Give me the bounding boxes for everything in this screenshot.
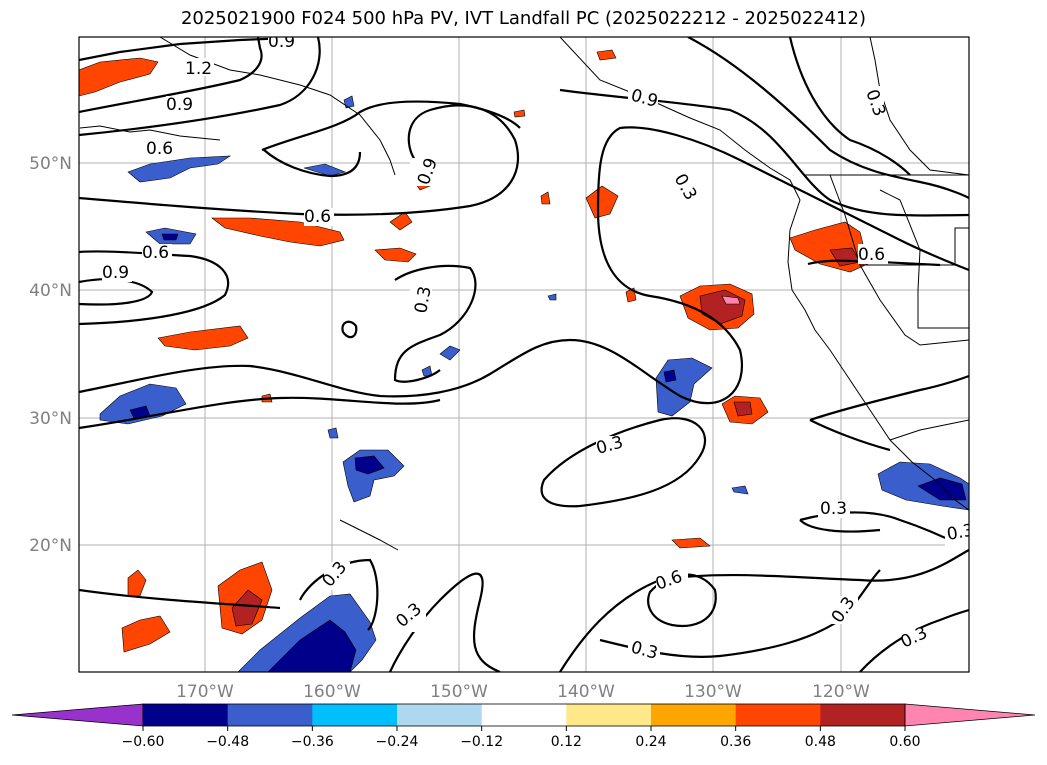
- contour-label: 0.3: [945, 521, 975, 546]
- positive-anomaly-shading: [79, 49, 873, 653]
- svg-text:0.6: 0.6: [142, 243, 169, 263]
- lon-label: 130°W: [684, 682, 742, 702]
- lat-label: 40°N: [29, 281, 72, 301]
- colorbar-tick-label: −0.48: [206, 734, 249, 750]
- svg-text:0.6: 0.6: [858, 245, 885, 265]
- colorbar-tick-label: −0.60: [122, 734, 165, 750]
- lat-label: 30°N: [29, 409, 72, 429]
- colorbar-segment: [481, 704, 567, 726]
- contour-label: 0.9: [102, 263, 132, 283]
- colorbar-segment: [651, 704, 737, 726]
- lat-label: 50°N: [29, 154, 72, 174]
- lat-label: 20°N: [29, 536, 72, 556]
- contour-label: 0.3: [818, 499, 850, 519]
- latitude-labels: 50°N 40°N 30°N 20°N: [29, 154, 72, 556]
- contour-label: 0.6: [304, 207, 334, 227]
- contour-label: 0.9: [268, 32, 298, 52]
- contour-label: 0.3: [828, 593, 860, 627]
- svg-text:0.3: 0.3: [411, 285, 435, 315]
- colorbar-tick-label: 0.12: [551, 734, 582, 750]
- colorbar-segment: [735, 704, 821, 726]
- colorbar-tick-label: 0.60: [889, 734, 920, 750]
- svg-text:0.9: 0.9: [166, 95, 193, 115]
- contour-label: 0.6: [858, 244, 888, 265]
- svg-text:0.3: 0.3: [945, 521, 975, 545]
- colorbar-segment: [566, 704, 652, 726]
- lon-label: 160°W: [303, 682, 361, 702]
- contour-label: 0.3: [410, 285, 436, 315]
- contour-label: 1.2: [184, 58, 214, 79]
- colorbar-extend-low: [11, 703, 144, 727]
- colorbar-tick-label: −0.12: [460, 734, 503, 750]
- longitude-labels: 170°W 160°W 150°W 140°W 130°W 120°W: [176, 682, 870, 702]
- svg-text:0.3: 0.3: [820, 499, 847, 519]
- contour-label: 0.6: [146, 139, 176, 159]
- svg-text:1.2: 1.2: [185, 59, 212, 79]
- colorbar-outline: [142, 703, 906, 727]
- negative-anomaly-shading: [99, 95, 969, 672]
- colorbar-segment: [143, 704, 229, 726]
- colorbar-segment: [312, 704, 398, 726]
- pv-contours: [79, 37, 969, 672]
- colorbar-segment: [820, 704, 906, 726]
- lon-label: 140°W: [557, 682, 615, 702]
- colorbar-tick-label: 0.24: [635, 734, 666, 750]
- colorbar-tick-label: 0.36: [720, 734, 751, 750]
- gridlines: [79, 37, 969, 672]
- contour-label: 0.3: [594, 433, 626, 459]
- coastlines: [79, 37, 969, 551]
- colorbar-extend-high: [904, 703, 1036, 727]
- lon-label: 150°W: [430, 682, 488, 702]
- colorbar-segment: [227, 704, 313, 726]
- colorbar-tick-label: −0.36: [291, 734, 334, 750]
- colorbar: −0.60 −0.48 −0.36 −0.24 −0.12 0.12 0.24 0.36 0.4…: [11, 703, 1036, 750]
- contour-label: 0.6: [142, 243, 172, 263]
- colorbar-segment: [397, 704, 483, 726]
- svg-text:0.9: 0.9: [102, 263, 129, 283]
- svg-text:0.6: 0.6: [304, 207, 331, 227]
- contour-label: 0.3: [628, 638, 660, 664]
- colorbar-tick-label: −0.24: [376, 734, 419, 750]
- lon-label: 120°W: [812, 682, 870, 702]
- svg-text:0.9: 0.9: [268, 32, 295, 52]
- map-title: 2025021900 F024 500 hPa PV, IVT Landfall…: [180, 8, 867, 29]
- map-border: [78, 36, 970, 673]
- contour-label: 0.3: [860, 86, 889, 119]
- contour-label: 0.9: [166, 95, 196, 115]
- svg-text:0.6: 0.6: [146, 139, 173, 159]
- colorbar-tick-label: 0.48: [805, 734, 836, 750]
- contour-labels: 1.2 0.9 0.9 0.6 0.6 0.6 0.9 0.9 0.9 0.3 …: [102, 32, 975, 664]
- lon-label: 170°W: [176, 682, 234, 702]
